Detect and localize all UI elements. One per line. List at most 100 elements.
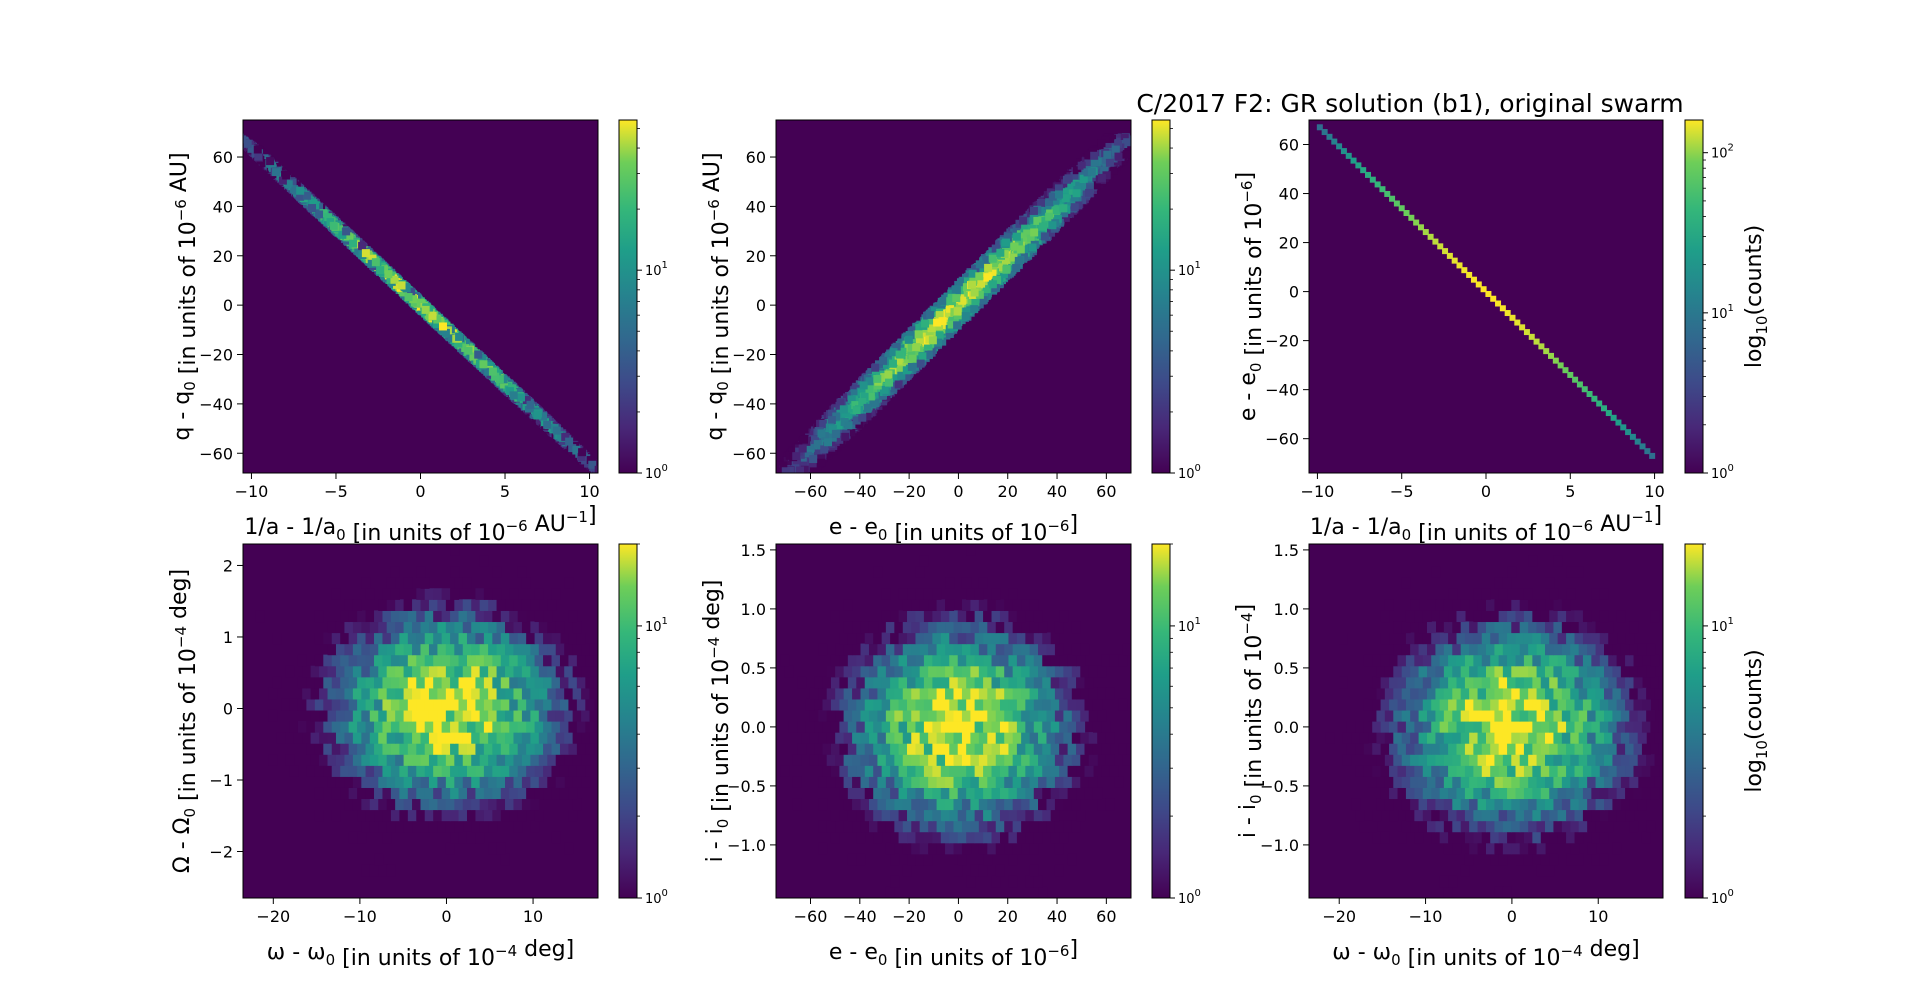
hexbin-cell bbox=[343, 232, 352, 241]
hexbin-cell bbox=[602, 470, 610, 478]
hexbin-cell bbox=[491, 372, 500, 381]
hexbin-cell bbox=[243, 139, 252, 148]
hexbin-cell bbox=[390, 275, 399, 284]
hexbin-cell bbox=[600, 470, 608, 478]
hexbin-cell bbox=[500, 380, 509, 389]
hexbin-cell bbox=[309, 199, 318, 208]
hexbin-cell bbox=[605, 474, 613, 482]
hexbin-cell bbox=[441, 328, 450, 337]
hexbin-cell bbox=[572, 446, 581, 455]
hexbin-cell bbox=[361, 249, 370, 258]
hexbin-cell bbox=[1133, 140, 1141, 148]
hexbin-cell bbox=[601, 471, 609, 479]
hexbin-cell bbox=[605, 474, 613, 482]
hexbin-cell bbox=[539, 412, 548, 421]
hexbin-cell bbox=[586, 456, 595, 465]
hexbin-cell bbox=[488, 367, 497, 376]
hexbin-cell bbox=[606, 475, 614, 483]
hexbin-cell bbox=[421, 305, 430, 314]
hexbin-cell bbox=[229, 129, 237, 137]
hexbin-cell bbox=[1131, 144, 1139, 152]
hexbin-cell bbox=[308, 204, 317, 213]
hexbin-cell bbox=[1133, 142, 1141, 150]
hexbin-cell bbox=[474, 350, 483, 359]
hexbin-cell bbox=[376, 266, 385, 275]
hexbin-cell bbox=[329, 221, 338, 230]
hexbin-cell bbox=[234, 134, 242, 142]
hexbin-cell bbox=[485, 361, 494, 370]
hexbin-cell bbox=[484, 367, 493, 376]
colorbar-gradient bbox=[618, 119, 638, 474]
figure-title: C/2017 F2: GR solution (b1), original sw… bbox=[1136, 89, 1683, 118]
hexbin-cell bbox=[505, 387, 514, 396]
hexbin-cell bbox=[578, 448, 587, 457]
hexbin-cell bbox=[509, 391, 518, 400]
hexbin-cell bbox=[384, 270, 393, 279]
hexbin-cell bbox=[599, 470, 607, 478]
hexbin-cell bbox=[232, 131, 240, 139]
hexbin-cell bbox=[469, 352, 478, 361]
hexbin-cell bbox=[253, 145, 262, 154]
hexbin-cell bbox=[416, 298, 425, 307]
hexbin-cell bbox=[266, 157, 275, 166]
hexbin-cell bbox=[235, 136, 243, 144]
hexbin-cell bbox=[597, 467, 598, 473]
hexbin-cell bbox=[526, 400, 535, 409]
hexbin-cell bbox=[608, 476, 616, 484]
colorbar-tick-label: 100 bbox=[645, 463, 668, 482]
hexbin-cell bbox=[522, 396, 531, 405]
hexbin-cell bbox=[235, 135, 243, 143]
y-tick-label: −40 bbox=[199, 395, 233, 414]
hexbin-cell bbox=[235, 133, 243, 141]
hexbin-cell bbox=[536, 416, 545, 425]
hexbin-cell bbox=[478, 355, 487, 364]
hexbin-cell bbox=[227, 128, 235, 136]
hexbin-cell bbox=[233, 133, 241, 141]
hexbin-cell bbox=[601, 470, 609, 478]
hexbin-cell bbox=[243, 136, 244, 145]
hexbin-cell bbox=[247, 144, 256, 153]
hexbin-cell bbox=[354, 246, 363, 255]
y-tick-label: −60 bbox=[199, 444, 233, 463]
hexbin-cells bbox=[776, 133, 1141, 473]
y-tick-label: 0 bbox=[223, 296, 233, 315]
hexbin-cell bbox=[232, 131, 240, 139]
x-tick-label: 0 bbox=[415, 482, 425, 501]
y-tick-label: 60 bbox=[213, 148, 233, 167]
hexbin-cell bbox=[342, 227, 351, 236]
hexbin-cell bbox=[268, 162, 277, 171]
hexbin-cell bbox=[428, 311, 437, 320]
colorbar-tick-label: 101 bbox=[645, 260, 668, 279]
hexbin-cell bbox=[233, 134, 241, 142]
hexbin-cell bbox=[315, 210, 324, 219]
hexbin-cell bbox=[278, 176, 287, 185]
hexbin-cell bbox=[543, 420, 552, 429]
hexbin-cell bbox=[607, 475, 615, 483]
x-axis-label: 1/a - 1/a0 [in units of 10−6 AU−1] bbox=[244, 503, 596, 546]
y-tick-label: 40 bbox=[213, 197, 233, 216]
hexbin-cell bbox=[561, 432, 570, 441]
hexbin-cell bbox=[230, 131, 238, 139]
hexbin-cell bbox=[588, 460, 597, 469]
hexbin-cell bbox=[243, 135, 247, 144]
hexbin-cell bbox=[282, 171, 291, 180]
hexbin-cell bbox=[438, 322, 447, 331]
hexbin-cell bbox=[601, 469, 609, 477]
hexbin-cells bbox=[227, 128, 616, 484]
hexbin-cell bbox=[235, 133, 243, 141]
x-tick-label: 10 bbox=[579, 482, 599, 501]
hexbin-cell bbox=[597, 466, 598, 473]
hexbin-cell bbox=[302, 191, 311, 200]
hexbin-cell bbox=[601, 469, 609, 477]
hexbin-cell bbox=[605, 473, 613, 481]
hexbin-cell bbox=[606, 475, 614, 483]
hexbin-cell bbox=[254, 152, 263, 161]
hexbin-cell bbox=[464, 346, 473, 355]
hexbin-cell bbox=[606, 474, 614, 482]
hexbin-cell bbox=[407, 287, 416, 296]
hexbin-cell bbox=[243, 135, 244, 144]
hexbin-cell bbox=[232, 131, 240, 139]
